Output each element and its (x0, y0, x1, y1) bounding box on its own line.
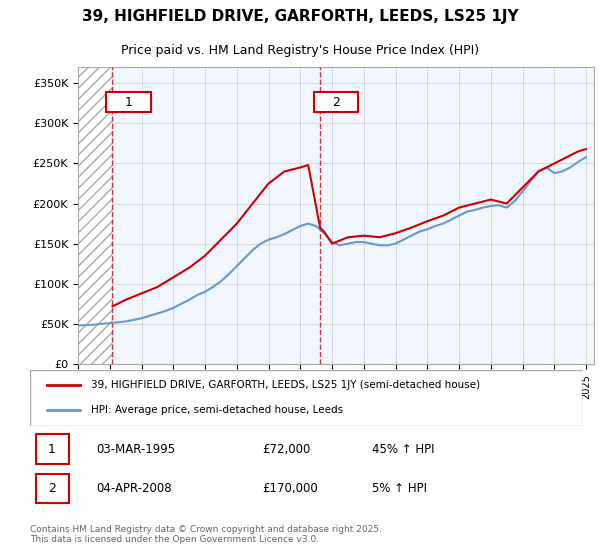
Text: 03-MAR-1995: 03-MAR-1995 (96, 443, 175, 456)
39, HIGHFIELD DRIVE, GARFORTH, LEEDS, LS25 1JY (semi-detached house) (114, 301, 121, 307)
39, HIGHFIELD DRIVE, GARFORTH, LEEDS, LS25 1JY (semi-detached house) (344, 234, 352, 241)
39, HIGHFIELD DRIVE, GARFORTH, LEEDS, LS25 1JY (semi-detached house) (455, 204, 463, 211)
Line: 39, HIGHFIELD DRIVE, GARFORTH, LEEDS, LS25 1JY (semi-detached house): 39, HIGHFIELD DRIVE, GARFORTH, LEEDS, LS… (112, 149, 586, 306)
HPI: Average price, semi-detached house, Leeds: (2.01e+03, 1.67e+05): Average price, semi-detached house, Leed… (289, 227, 296, 234)
39, HIGHFIELD DRIVE, GARFORTH, LEEDS, LS25 1JY (semi-detached house) (440, 212, 447, 219)
Text: 39, HIGHFIELD DRIVE, GARFORTH, LEEDS, LS25 1JY: 39, HIGHFIELD DRIVE, GARFORTH, LEEDS, LS… (82, 10, 518, 24)
Text: 1: 1 (48, 443, 56, 456)
39, HIGHFIELD DRIVE, GARFORTH, LEEDS, LS25 1JY (semi-detached house) (424, 218, 431, 225)
39, HIGHFIELD DRIVE, GARFORTH, LEEDS, LS25 1JY (semi-detached house) (296, 164, 304, 171)
39, HIGHFIELD DRIVE, GARFORTH, LEEDS, LS25 1JY (semi-detached house) (408, 224, 415, 231)
Text: Price paid vs. HM Land Registry's House Price Index (HPI): Price paid vs. HM Land Registry's House … (121, 44, 479, 57)
39, HIGHFIELD DRIVE, GARFORTH, LEEDS, LS25 1JY (semi-detached house) (233, 220, 241, 227)
Text: HPI: Average price, semi-detached house, Leeds: HPI: Average price, semi-detached house,… (91, 405, 343, 415)
FancyBboxPatch shape (106, 92, 151, 113)
39, HIGHFIELD DRIVE, GARFORTH, LEEDS, LS25 1JY (semi-detached house) (249, 200, 256, 207)
39, HIGHFIELD DRIVE, GARFORTH, LEEDS, LS25 1JY (semi-detached house) (154, 283, 161, 290)
39, HIGHFIELD DRIVE, GARFORTH, LEEDS, LS25 1JY (semi-detached house) (320, 228, 328, 235)
39, HIGHFIELD DRIVE, GARFORTH, LEEDS, LS25 1JY (semi-detached house) (317, 224, 324, 231)
39, HIGHFIELD DRIVE, GARFORTH, LEEDS, LS25 1JY (semi-detached house) (122, 296, 129, 303)
Text: 04-APR-2008: 04-APR-2008 (96, 482, 172, 495)
Text: 1: 1 (124, 96, 132, 109)
39, HIGHFIELD DRIVE, GARFORTH, LEEDS, LS25 1JY (semi-detached house) (503, 200, 510, 207)
HPI: Average price, semi-detached house, Leeds: (2.02e+03, 2.03e+05): Average price, semi-detached house, Leed… (511, 198, 518, 204)
FancyBboxPatch shape (314, 92, 358, 113)
39, HIGHFIELD DRIVE, GARFORTH, LEEDS, LS25 1JY (semi-detached house) (202, 253, 209, 259)
FancyBboxPatch shape (35, 474, 68, 503)
39, HIGHFIELD DRIVE, GARFORTH, LEEDS, LS25 1JY (semi-detached house) (583, 146, 590, 152)
39, HIGHFIELD DRIVE, GARFORTH, LEEDS, LS25 1JY (semi-detached house) (535, 168, 542, 175)
39, HIGHFIELD DRIVE, GARFORTH, LEEDS, LS25 1JY (semi-detached house) (109, 303, 116, 310)
Bar (78, 67, 112, 364)
Text: £72,000: £72,000 (262, 443, 310, 456)
39, HIGHFIELD DRIVE, GARFORTH, LEEDS, LS25 1JY (semi-detached house) (328, 240, 335, 247)
FancyBboxPatch shape (35, 435, 68, 464)
39, HIGHFIELD DRIVE, GARFORTH, LEEDS, LS25 1JY (semi-detached house) (305, 162, 312, 169)
Text: 2: 2 (332, 96, 340, 109)
39, HIGHFIELD DRIVE, GARFORTH, LEEDS, LS25 1JY (semi-detached house) (360, 232, 367, 239)
HPI: Average price, semi-detached house, Leeds: (1.99e+03, 4.8e+04): Average price, semi-detached house, Leed… (74, 322, 82, 329)
HPI: Average price, semi-detached house, Leeds: (2.02e+03, 2.45e+05): Average price, semi-detached house, Leed… (566, 164, 574, 171)
Text: 2: 2 (48, 482, 56, 495)
39, HIGHFIELD DRIVE, GARFORTH, LEEDS, LS25 1JY (semi-detached house) (472, 200, 479, 207)
39, HIGHFIELD DRIVE, GARFORTH, LEEDS, LS25 1JY (semi-detached house) (575, 148, 582, 155)
HPI: Average price, semi-detached house, Leeds: (2e+03, 1.12e+05): Average price, semi-detached house, Leed… (225, 271, 232, 278)
39, HIGHFIELD DRIVE, GARFORTH, LEEDS, LS25 1JY (semi-detached house) (170, 274, 177, 281)
Text: 39, HIGHFIELD DRIVE, GARFORTH, LEEDS, LS25 1JY (semi-detached house): 39, HIGHFIELD DRIVE, GARFORTH, LEEDS, LS… (91, 380, 480, 390)
39, HIGHFIELD DRIVE, GARFORTH, LEEDS, LS25 1JY (semi-detached house) (376, 234, 383, 241)
Text: £170,000: £170,000 (262, 482, 317, 495)
39, HIGHFIELD DRIVE, GARFORTH, LEEDS, LS25 1JY (semi-detached house) (487, 196, 494, 203)
Bar (112, 67, 594, 364)
HPI: Average price, semi-detached house, Leeds: (2.02e+03, 2.58e+05): Average price, semi-detached house, Leed… (583, 153, 590, 160)
39, HIGHFIELD DRIVE, GARFORTH, LEEDS, LS25 1JY (semi-detached house) (551, 160, 558, 167)
Text: Contains HM Land Registry data © Crown copyright and database right 2025.
This d: Contains HM Land Registry data © Crown c… (30, 525, 382, 544)
Text: 5% ↑ HPI: 5% ↑ HPI (372, 482, 427, 495)
39, HIGHFIELD DRIVE, GARFORTH, LEEDS, LS25 1JY (semi-detached house) (281, 168, 288, 175)
39, HIGHFIELD DRIVE, GARFORTH, LEEDS, LS25 1JY (semi-detached house) (519, 184, 526, 191)
39, HIGHFIELD DRIVE, GARFORTH, LEEDS, LS25 1JY (semi-detached house) (138, 290, 145, 297)
39, HIGHFIELD DRIVE, GARFORTH, LEEDS, LS25 1JY (semi-detached house) (566, 152, 574, 159)
HPI: Average price, semi-detached house, Leeds: (2e+03, 8.6e+04): Average price, semi-detached house, Leed… (193, 292, 200, 298)
39, HIGHFIELD DRIVE, GARFORTH, LEEDS, LS25 1JY (semi-detached house) (185, 264, 193, 271)
39, HIGHFIELD DRIVE, GARFORTH, LEEDS, LS25 1JY (semi-detached house) (265, 180, 272, 187)
Text: 45% ↑ HPI: 45% ↑ HPI (372, 443, 435, 456)
HPI: Average price, semi-detached house, Leeds: (2.01e+03, 1.48e+05): Average price, semi-detached house, Leed… (337, 242, 344, 249)
Bar (78, 67, 112, 364)
Line: HPI: Average price, semi-detached house, Leeds: HPI: Average price, semi-detached house,… (78, 157, 586, 325)
39, HIGHFIELD DRIVE, GARFORTH, LEEDS, LS25 1JY (semi-detached house) (217, 236, 224, 243)
39, HIGHFIELD DRIVE, GARFORTH, LEEDS, LS25 1JY (semi-detached house) (392, 230, 399, 237)
